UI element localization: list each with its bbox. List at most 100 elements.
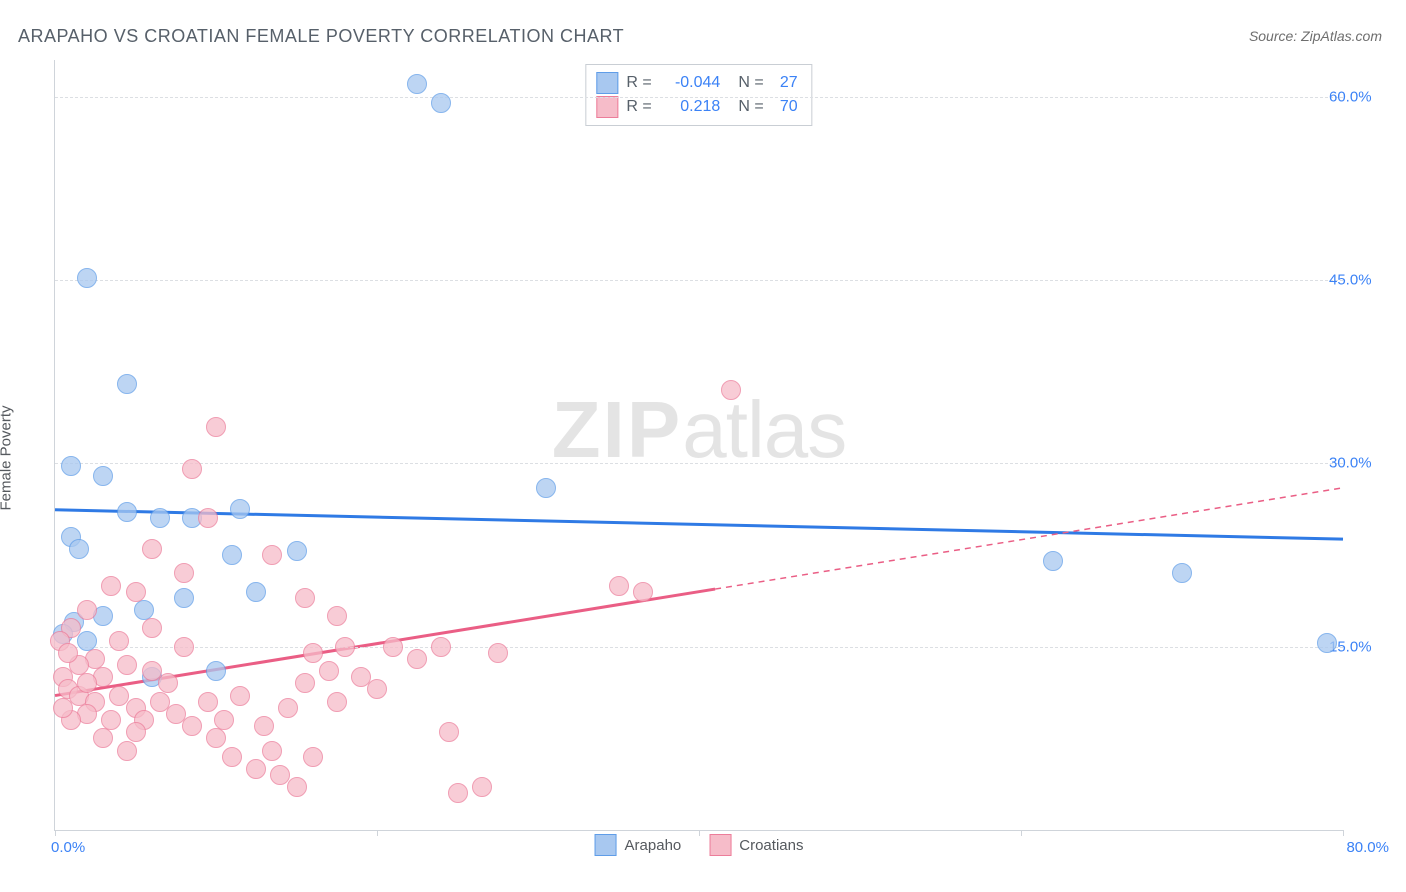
data-point xyxy=(134,600,154,620)
data-point xyxy=(1172,563,1192,583)
gridline xyxy=(55,97,1343,98)
n-label: N = xyxy=(738,71,763,95)
data-point xyxy=(327,692,347,712)
x-tick-mark xyxy=(55,830,56,836)
source-attribution: Source: ZipAtlas.com xyxy=(1249,28,1382,44)
data-point xyxy=(439,722,459,742)
data-point xyxy=(488,643,508,663)
data-point xyxy=(93,466,113,486)
data-point xyxy=(262,545,282,565)
data-point xyxy=(230,686,250,706)
data-point xyxy=(448,783,468,803)
data-point xyxy=(93,728,113,748)
x-tick-mark xyxy=(1021,830,1022,836)
data-point xyxy=(303,747,323,767)
data-point xyxy=(174,588,194,608)
legend-label: Croatians xyxy=(739,837,803,854)
data-point xyxy=(206,728,226,748)
data-point xyxy=(117,374,137,394)
data-point xyxy=(117,655,137,675)
data-point xyxy=(101,710,121,730)
data-point xyxy=(198,508,218,528)
data-point xyxy=(319,661,339,681)
correlation-legend: R = -0.044 N = 27 R = 0.218 N = 70 xyxy=(585,64,812,126)
y-tick-label: 45.0% xyxy=(1329,272,1389,289)
data-point xyxy=(174,563,194,583)
data-point xyxy=(222,545,242,565)
data-point xyxy=(58,643,78,663)
gridline xyxy=(55,280,1343,281)
x-axis-max-label: 80.0% xyxy=(1346,839,1389,856)
data-point xyxy=(77,268,97,288)
y-tick-label: 60.0% xyxy=(1329,88,1389,105)
swatch-croatians xyxy=(596,96,618,118)
data-point xyxy=(536,478,556,498)
data-point xyxy=(367,679,387,699)
data-point xyxy=(278,698,298,718)
data-point xyxy=(431,93,451,113)
y-axis-label: Female Poverty xyxy=(0,405,15,510)
x-tick-mark xyxy=(377,830,378,836)
data-point xyxy=(158,673,178,693)
data-point xyxy=(287,541,307,561)
data-point xyxy=(335,637,355,657)
swatch-croatians xyxy=(709,834,731,856)
data-point xyxy=(126,582,146,602)
n-value-croatians: 70 xyxy=(772,95,798,119)
chart-title: ARAPAHO VS CROATIAN FEMALE POVERTY CORRE… xyxy=(18,26,624,47)
r-label: R = xyxy=(626,95,652,119)
x-tick-mark xyxy=(699,830,700,836)
data-point xyxy=(383,637,403,657)
data-point xyxy=(633,582,653,602)
chart-container: Female Poverty ZIPatlas R = -0.044 N = 2… xyxy=(18,60,1388,856)
data-point xyxy=(61,456,81,476)
series-legend: Arapaho Croatians xyxy=(595,834,804,856)
data-point xyxy=(182,716,202,736)
data-point xyxy=(287,777,307,797)
data-point xyxy=(198,692,218,712)
n-label: N = xyxy=(738,95,763,119)
data-point xyxy=(109,631,129,651)
data-point xyxy=(246,759,266,779)
legend-item-croatians: Croatians xyxy=(709,834,803,856)
swatch-arapaho xyxy=(596,72,618,94)
data-point xyxy=(472,777,492,797)
legend-label: Arapaho xyxy=(625,837,682,854)
r-value-croatians: 0.218 xyxy=(660,95,720,119)
data-point xyxy=(150,508,170,528)
data-point xyxy=(126,722,146,742)
data-point xyxy=(230,499,250,519)
data-point xyxy=(206,417,226,437)
legend-row-arapaho: R = -0.044 N = 27 xyxy=(596,71,797,95)
swatch-arapaho xyxy=(595,834,617,856)
data-point xyxy=(327,606,347,626)
data-point xyxy=(77,600,97,620)
data-point xyxy=(53,698,73,718)
data-point xyxy=(222,747,242,767)
data-point xyxy=(254,716,274,736)
gridline xyxy=(55,463,1343,464)
data-point xyxy=(101,576,121,596)
data-point xyxy=(206,661,226,681)
data-point xyxy=(721,380,741,400)
data-point xyxy=(246,582,266,602)
data-point xyxy=(303,643,323,663)
data-point xyxy=(1043,551,1063,571)
data-point xyxy=(77,631,97,651)
x-tick-mark xyxy=(1343,830,1344,836)
r-label: R = xyxy=(626,71,652,95)
legend-item-arapaho: Arapaho xyxy=(595,834,682,856)
gridline xyxy=(55,647,1343,648)
data-point xyxy=(295,673,315,693)
data-point xyxy=(117,741,137,761)
data-point xyxy=(182,459,202,479)
data-point xyxy=(69,539,89,559)
data-point xyxy=(214,710,234,730)
data-point xyxy=(295,588,315,608)
data-point xyxy=(431,637,451,657)
legend-row-croatians: R = 0.218 N = 70 xyxy=(596,95,797,119)
data-point xyxy=(609,576,629,596)
n-value-arapaho: 27 xyxy=(772,71,798,95)
y-tick-label: 15.0% xyxy=(1329,638,1389,655)
data-point xyxy=(142,618,162,638)
